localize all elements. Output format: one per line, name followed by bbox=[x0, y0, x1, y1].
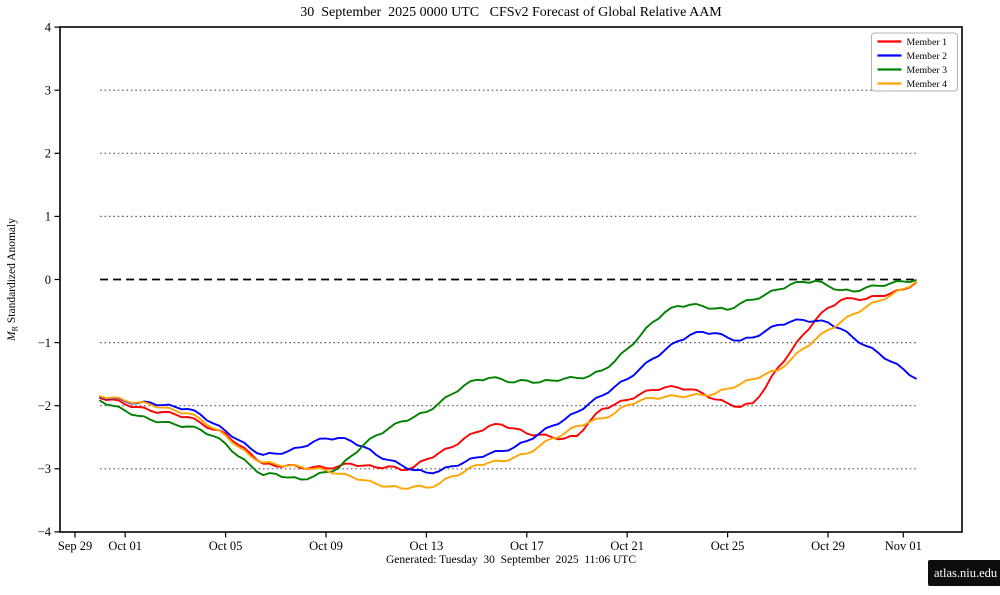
series-line-member-3 bbox=[99, 279, 917, 481]
y-tick-label: 0 bbox=[45, 273, 51, 287]
legend-box bbox=[871, 32, 958, 92]
watermark-atlas-niu-edu: atlas.niu.edu bbox=[928, 560, 1000, 586]
x-tick-label: Sep 29 bbox=[58, 539, 92, 553]
legend-label-4: Member 4 bbox=[907, 79, 948, 90]
y-tick-label: 4 bbox=[45, 20, 52, 34]
x-tick-label: Oct 21 bbox=[610, 539, 644, 553]
legend-label-1: Member 1 bbox=[907, 37, 948, 48]
y-tick-label: 3 bbox=[45, 84, 51, 98]
chart-title: 30 September 2025 0000 UTC CFSv2 Forecas… bbox=[300, 5, 722, 20]
series-line-member-4 bbox=[99, 281, 917, 490]
series-line-member-2 bbox=[99, 318, 917, 475]
legend-label-2: Member 2 bbox=[907, 51, 948, 62]
y-tick-label: 1 bbox=[45, 210, 51, 224]
generated-timestamp: Generated: Tuesday 30 September 2025 11:… bbox=[386, 554, 636, 566]
x-tick-label: Oct 29 bbox=[811, 539, 845, 553]
x-tick-label: Oct 01 bbox=[108, 539, 142, 553]
x-tick-label: Oct 13 bbox=[410, 539, 444, 553]
y-tick-label: −2 bbox=[38, 399, 51, 413]
y-tick-label: 2 bbox=[45, 147, 51, 161]
x-tick-label: Oct 05 bbox=[209, 539, 243, 553]
legend-label-3: Member 3 bbox=[907, 65, 948, 76]
y-tick-label: −3 bbox=[38, 462, 51, 476]
series-line-member-1 bbox=[99, 281, 917, 472]
y-tick-label: −4 bbox=[38, 525, 52, 539]
x-tick-label: Oct 09 bbox=[309, 539, 343, 553]
x-tick-label: Nov 01 bbox=[885, 539, 922, 553]
y-axis-label: MR Standardized Anomaly bbox=[6, 218, 20, 342]
x-tick-label: Oct 17 bbox=[510, 539, 544, 553]
y-tick-label: −1 bbox=[38, 336, 51, 350]
x-tick-label: Oct 25 bbox=[711, 539, 745, 553]
